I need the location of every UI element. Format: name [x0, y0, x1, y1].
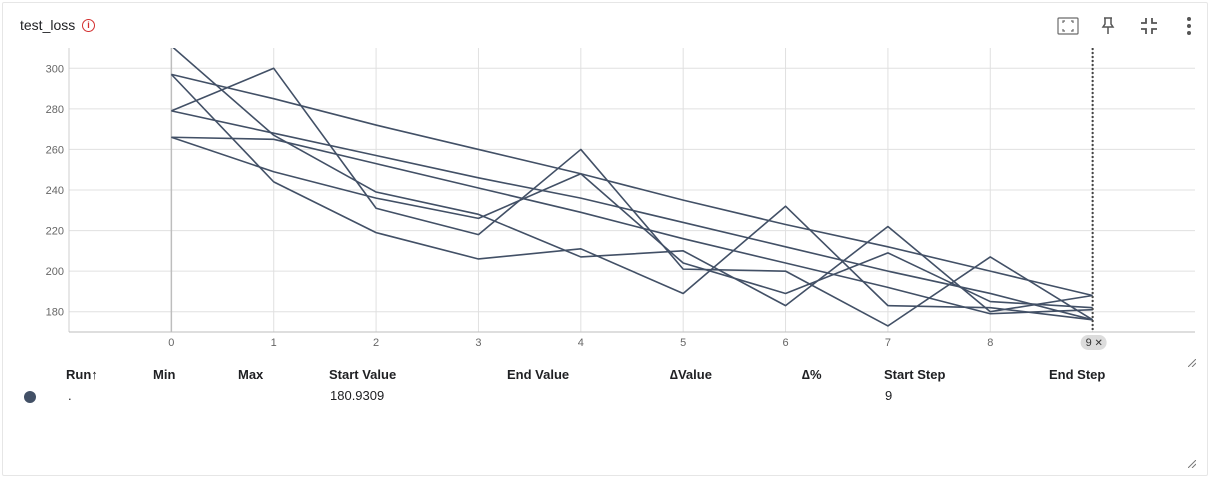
x-tick-label: 4 — [578, 337, 584, 349]
fit-domain-button[interactable] — [1055, 13, 1081, 39]
series-line — [171, 136, 1093, 315]
run-color-swatch — [24, 391, 36, 403]
step-cursor-close-icon[interactable]: ✕ — [1094, 338, 1102, 349]
y-tick-label: 240 — [46, 185, 64, 197]
fit-domain-icon — [1057, 17, 1079, 35]
resize-grip-icon — [1187, 459, 1197, 469]
run-name: . — [68, 388, 72, 403]
column-header-delta-value[interactable]: ∆Value — [670, 367, 712, 382]
x-tick-label: 8 — [987, 337, 993, 349]
data-table-header: Run↑ Min Max Start Value End Value ∆Valu… — [3, 367, 1207, 385]
y-tick-label: 280 — [46, 104, 64, 116]
resize-grip-icon — [1187, 358, 1197, 368]
column-header-max[interactable]: Max — [238, 367, 264, 382]
y-tick-label: 180 — [46, 307, 64, 319]
card-title: test_loss — [20, 17, 76, 33]
x-tick-label: 2 — [373, 337, 379, 349]
column-header-start-value[interactable]: Start Value — [329, 367, 397, 382]
y-tick-label: 220 — [46, 226, 64, 238]
series-line — [171, 110, 1093, 321]
column-header-min[interactable]: Min — [153, 367, 176, 382]
line-chart[interactable]: 180 200 220 240 260 280 300 0 1 2 3 4 5 6 7 8 9 ✕ — [3, 3, 1209, 363]
step-cursor-chip[interactable] — [1080, 335, 1107, 350]
pin-button[interactable] — [1095, 13, 1121, 39]
series-line — [171, 73, 1093, 297]
more-vert-icon — [1187, 17, 1191, 35]
chart-resize-handle[interactable] — [1187, 354, 1197, 368]
x-tick-label: 5 — [680, 337, 686, 349]
step-cursor-label: 9 — [1086, 337, 1092, 349]
x-tick-label: 6 — [782, 337, 788, 349]
card-header: test_loss i — [3, 3, 1207, 47]
more-options-button[interactable] — [1176, 13, 1202, 39]
cell-start-value: 180.9309 — [330, 388, 385, 403]
table-row: . 180.9309 9 — [3, 386, 1207, 406]
x-tick-label: 1 — [271, 337, 277, 349]
y-tick-label: 260 — [46, 144, 64, 156]
column-header-end-value[interactable]: End Value — [507, 367, 570, 382]
sort-ascending-icon: ↑ — [91, 367, 98, 382]
y-tick-label: 200 — [46, 266, 64, 278]
y-tick-label: 300 — [46, 63, 64, 75]
x-tick-label: 3 — [475, 337, 481, 349]
column-label: Run — [66, 367, 92, 382]
info-icon[interactable]: i — [82, 19, 95, 32]
series-line — [170, 73, 1093, 321]
x-tick-label: 7 — [885, 337, 891, 349]
collapse-icon — [1141, 18, 1157, 34]
column-header-delta-percent[interactable]: ∆% — [802, 367, 822, 382]
series-line — [171, 67, 1094, 327]
cell-start-step: 9 — [885, 388, 893, 403]
pin-icon — [1101, 17, 1115, 34]
column-header-end-step[interactable]: End Step — [1049, 367, 1106, 382]
column-header-start-step[interactable]: Start Step — [884, 367, 946, 382]
table-resize-handle[interactable] — [1187, 455, 1197, 469]
column-header-run[interactable]: Run↑ — [66, 367, 98, 382]
x-tick-label: 0 — [168, 337, 174, 349]
series-line — [172, 48, 1093, 313]
collapse-button[interactable] — [1136, 13, 1162, 39]
series-line — [171, 136, 1093, 309]
